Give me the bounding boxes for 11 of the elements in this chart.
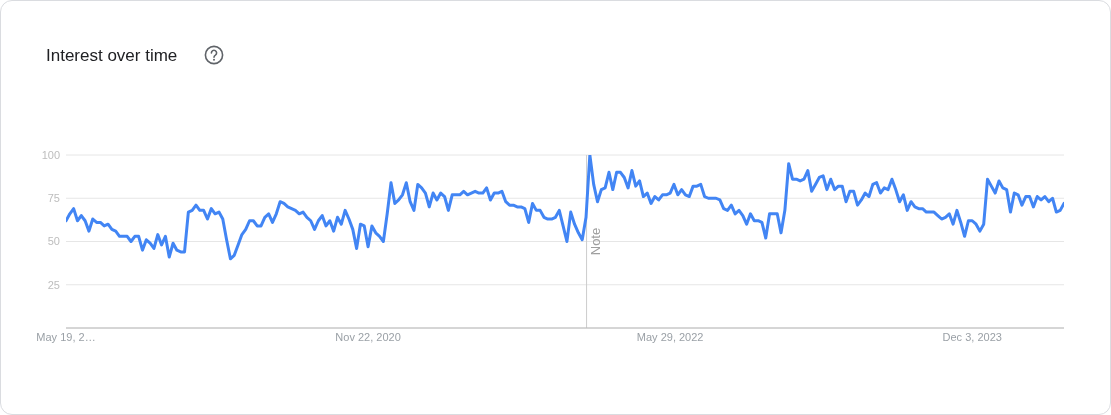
line-series [66, 155, 1064, 261]
x-tick-label: May 29, 2022 [636, 330, 704, 343]
ref-line-label: Note [587, 227, 603, 256]
y-tick-label: 100 [41, 148, 60, 161]
x-tick-label: May 19, 2… [36, 330, 96, 343]
y-tick-label: 50 [47, 235, 60, 248]
chart-title: Interest over time [46, 45, 178, 67]
y-tick-label: 75 [47, 192, 60, 205]
x-tick-label: Nov 22, 2020 [335, 330, 401, 343]
y-tick-label: 25 [47, 278, 60, 291]
x-tick-label: Dec 3, 2023 [942, 330, 1002, 343]
